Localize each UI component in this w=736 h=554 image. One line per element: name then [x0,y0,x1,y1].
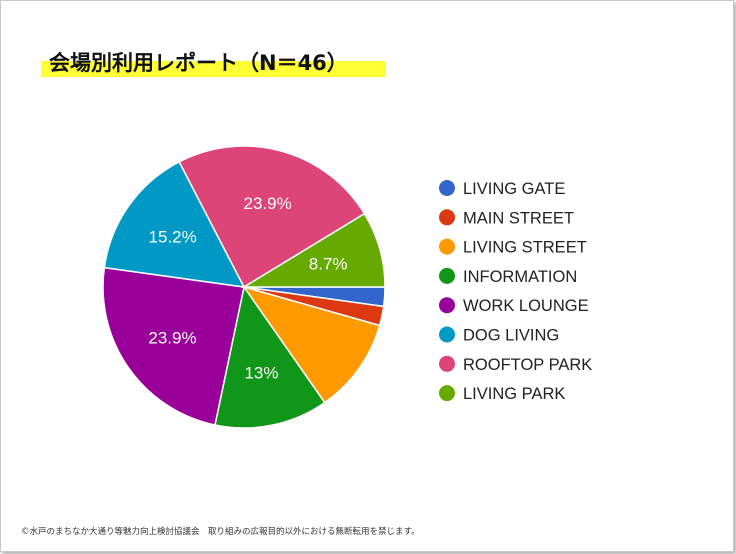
legend-swatch [439,267,455,284]
pie-slice-work-lounge [102,266,245,426]
chart-title: 会場別利用レポート（N＝46） [49,51,348,75]
legend-label: LIVING GATE [463,180,565,198]
legend-label: LIVING PARK [463,385,565,403]
legend: LIVING GATE MAIN STREET LIVING STREET INFOR… [439,180,592,403]
slice-data-label: 23.9% [243,194,291,213]
slice-labels: 13% 23.9% 15.2% 23.9% 8.7% [148,194,347,383]
legend-label: LIVING STREET [463,239,587,257]
legend-swatch [439,385,455,402]
legend-swatch [439,355,455,372]
slice-data-label: 8.7% [309,254,348,273]
legend-label: DOG LIVING [463,327,559,345]
slice-data-label: 15.2% [149,228,197,247]
legend-swatch [439,326,455,343]
pie-slice-rooftop-park [178,145,366,289]
pie-slice-living-street [242,285,381,404]
legend-label: INFORMATION [463,268,577,286]
legend-label: WORK LOUNGE [463,297,589,315]
legend-swatch [439,180,455,196]
pie-slice-information [214,285,326,429]
title-highlight [41,61,386,77]
pie-slices [102,145,386,429]
legend-swatch [439,297,455,314]
legend-label: ROOFTOP PARK [463,356,592,374]
slice-data-label: 23.9% [148,328,196,347]
legend-swatch [439,209,455,226]
pie-slice-living-park [241,212,386,288]
legend-label: MAIN STREET [463,209,574,227]
legend-swatch [439,238,455,255]
slice-data-label: 13% [244,364,278,383]
copyright-footer: ©水戸のまちなか大通り等魅力向上検討協議会 取り組みの広報目的以外における無断転… [21,527,420,537]
pie-slice-dog-living [103,160,246,288]
title-block: 会場別利用レポート（N＝46） [41,45,386,81]
